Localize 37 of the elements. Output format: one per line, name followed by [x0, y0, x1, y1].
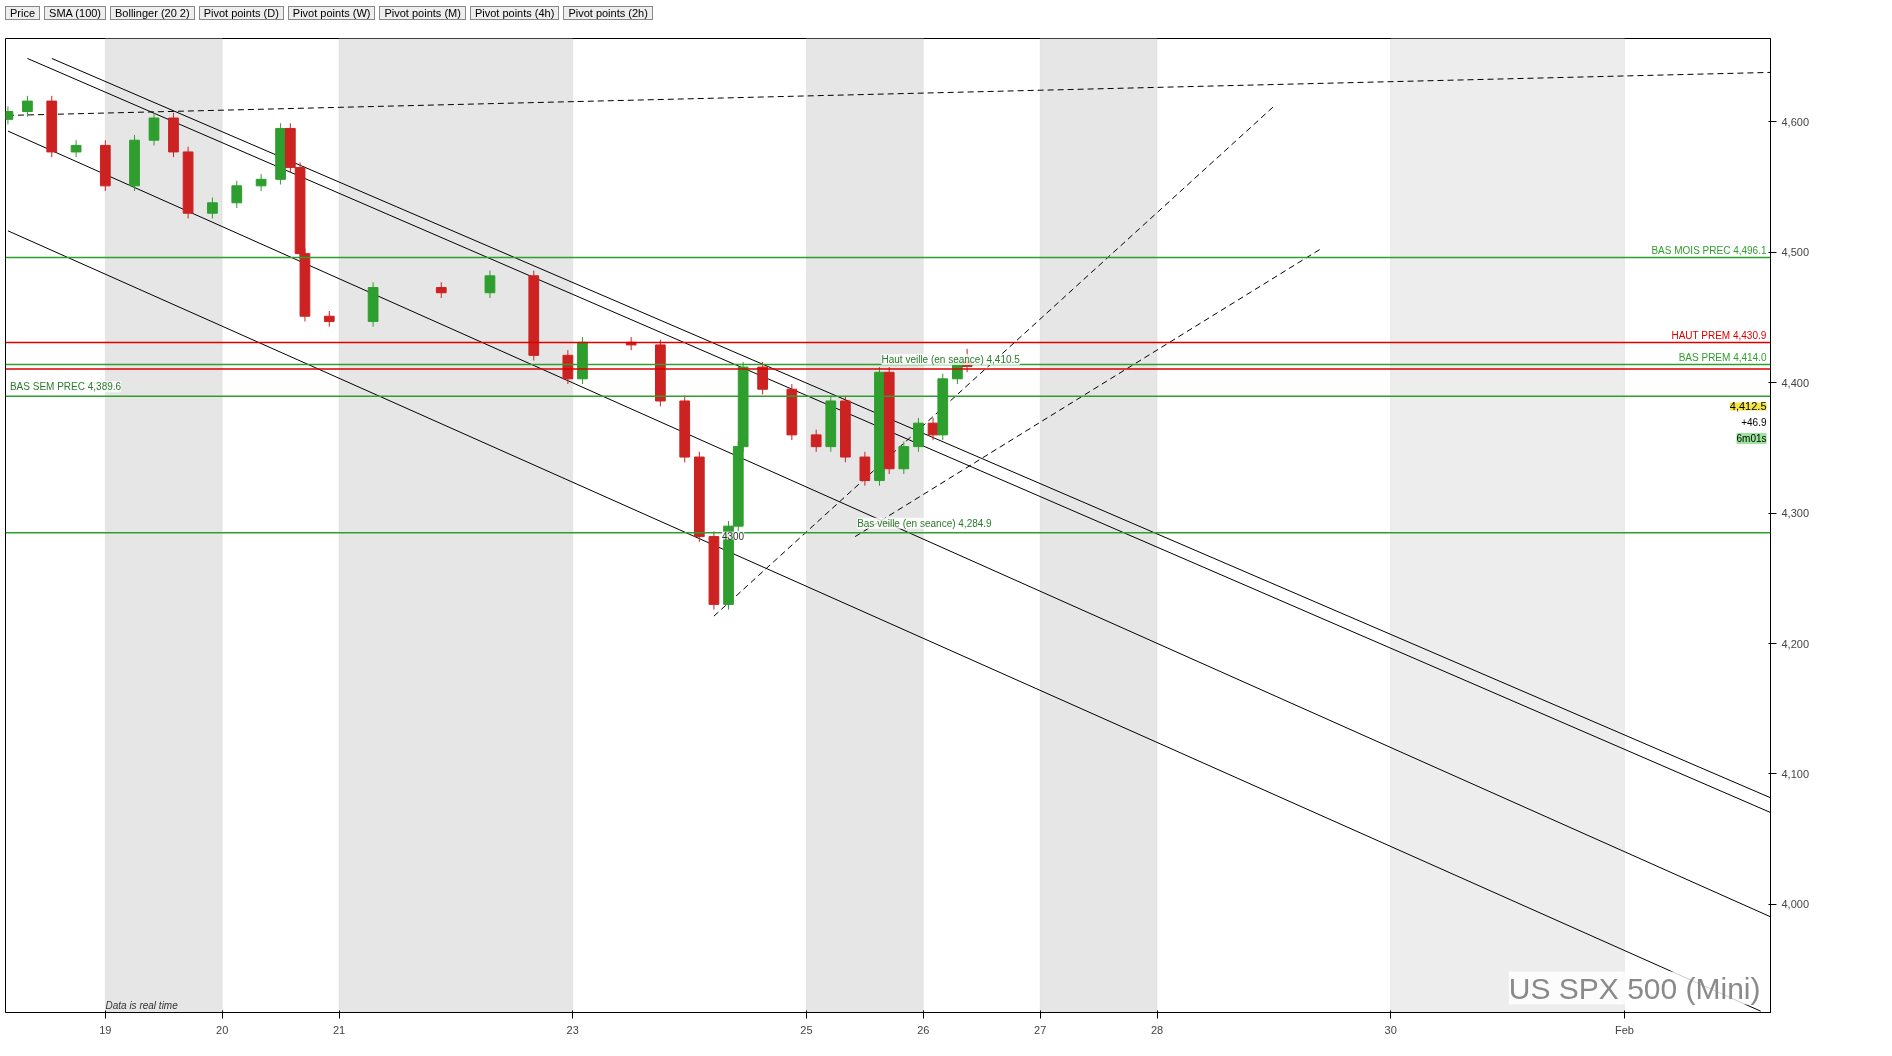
x-tick-label: 25	[800, 1023, 813, 1036]
x-tick-label: 26	[917, 1023, 930, 1036]
ref-line-label: BAS MOIS PREC 4,496.1	[1651, 245, 1767, 257]
annotation: +46.9	[1741, 417, 1767, 429]
x-tick-label: 30	[1384, 1023, 1397, 1036]
annotation: Haut veille (en seance) 4,410.5	[881, 354, 1021, 366]
annotation: BAS SEM PREC 4,389.6	[9, 381, 122, 393]
text: Pivot points (M)	[379, 6, 466, 20]
x-tick-label: 27	[1034, 1023, 1047, 1036]
annotation: 4,412.5	[1729, 400, 1767, 413]
x-tick-label: 28	[1150, 1023, 1164, 1036]
annotation: 6m01s	[1736, 432, 1767, 444]
y-tick-label: 4,600	[1781, 115, 1810, 128]
y-tick-label: 4,100	[1781, 767, 1810, 780]
x-tick-label: 21	[332, 1023, 346, 1036]
y-tick-label: 4,400	[1781, 376, 1810, 389]
x-tick-label: 23	[566, 1023, 579, 1036]
y-tick-label: 4,200	[1781, 637, 1810, 650]
text: Pivot points (W)	[287, 6, 376, 20]
ref-line-label: BAS PREM 4,414.0	[1678, 352, 1767, 364]
y-tick-label: 4,300	[1781, 507, 1810, 520]
text: SMA (100)	[44, 6, 107, 20]
text: US SPX 500 (Mini)	[1508, 971, 1761, 1005]
text: Pivot points (2h)	[563, 6, 653, 20]
annotation: Data is real time	[105, 999, 179, 1011]
x-tick-label: 20	[216, 1023, 229, 1036]
annotation: Bas veille (en seance) 4,284.9	[857, 517, 993, 529]
y-tick-label: 4,000	[1781, 898, 1810, 911]
text: Bollinger (20 2)	[110, 6, 195, 20]
text: Pivot points (4h)	[469, 6, 560, 20]
ref-line-label: HAUT PREM 4,430.9	[1671, 330, 1767, 342]
y-tick-label: 4,500	[1781, 246, 1810, 259]
x-tick-label: 19	[99, 1023, 112, 1036]
x-tick-label: Feb	[1614, 1023, 1634, 1036]
text: Pivot points (D)	[198, 6, 284, 20]
text: Price	[5, 6, 41, 20]
annotation: 4300	[721, 530, 745, 542]
